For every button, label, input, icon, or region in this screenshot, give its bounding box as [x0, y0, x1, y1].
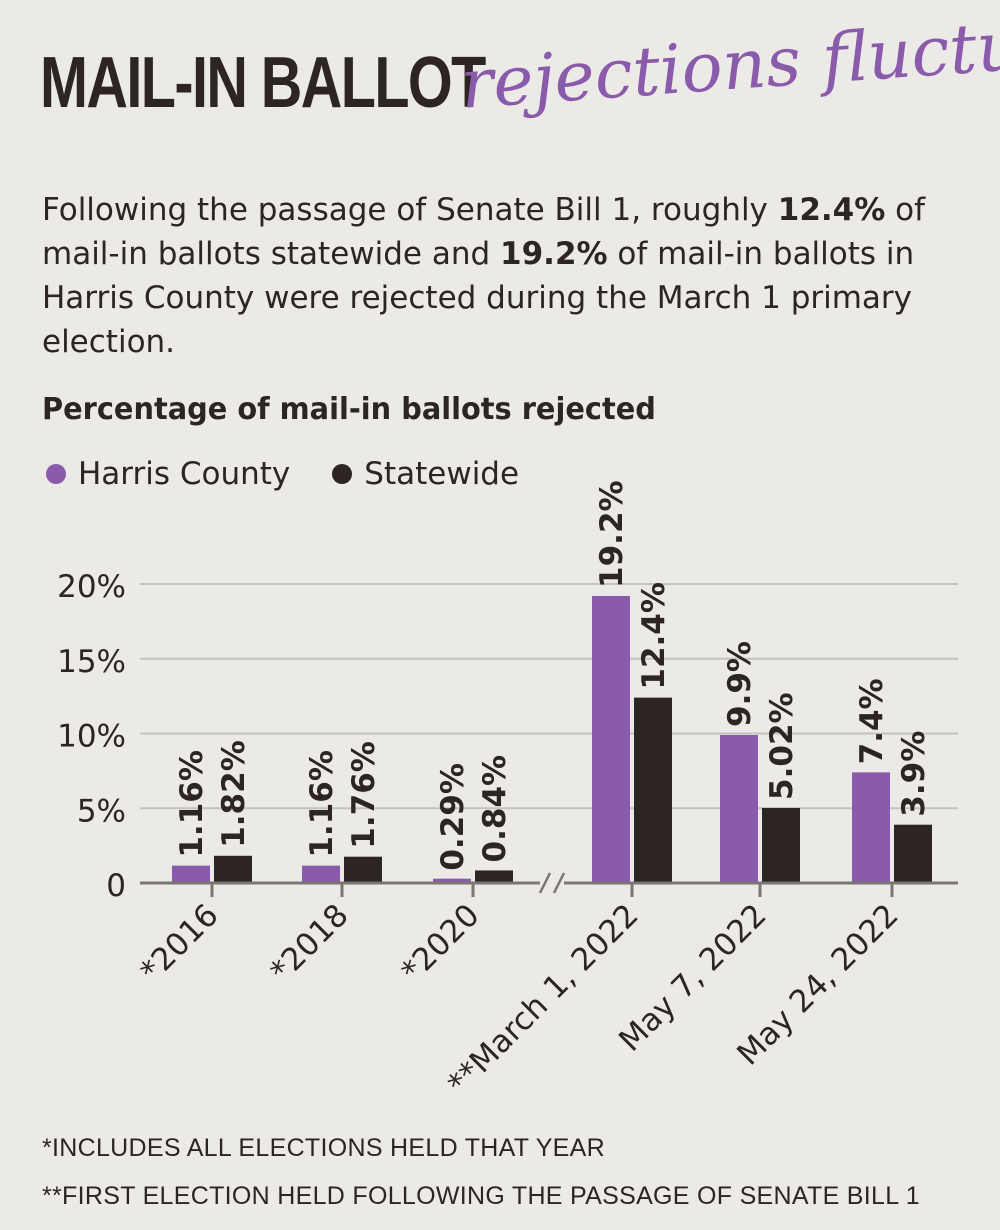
legend-item-statewide: Statewide — [328, 456, 519, 492]
bar-value-label: 3.9% — [896, 731, 932, 817]
legend-dot-harris-icon — [46, 464, 66, 484]
bar-value-label: 1.16% — [304, 750, 340, 858]
legend-dot-statewide-icon — [332, 464, 353, 484]
bar — [433, 878, 471, 883]
legend-label-statewide: Statewide — [364, 456, 520, 492]
bar-value-label: 1.82% — [216, 740, 252, 848]
intro-text-2: of mail-in ballots statewide and — [42, 192, 926, 272]
bar — [344, 856, 382, 883]
headline: MAIL-IN BALLOT rejections fluctuate — [40, 0, 1000, 178]
x-category-label: *2020 — [394, 897, 486, 989]
bar — [720, 734, 758, 883]
bar — [172, 865, 210, 883]
bar — [592, 595, 630, 883]
axis-break-mark — [538, 872, 552, 894]
y-tick-label: 5% — [77, 793, 126, 829]
footnote-2: **FIRST ELECTION HELD FOLLOWING THE PASS… — [42, 1182, 920, 1210]
bar — [214, 855, 252, 883]
footnote-1: *INCLUDES ALL ELECTIONS HELD THAT YEAR — [42, 1134, 605, 1162]
bar-value-label: 0.84% — [477, 755, 513, 863]
chart-title: Percentage of mail-in ballots rejected — [42, 392, 656, 427]
bar — [634, 697, 672, 883]
bar — [762, 807, 800, 883]
bar-value-label: 12.4% — [636, 582, 672, 690]
bar-value-label: 5.02% — [764, 692, 800, 800]
legend-item-harris: Harris County — [42, 456, 290, 492]
bar-value-label: 7.4% — [854, 678, 890, 764]
legend: Harris County Statewide — [42, 452, 557, 496]
headline-main: MAIL-IN BALLOT — [40, 43, 486, 123]
bar-value-label: 9.9% — [722, 641, 758, 727]
x-category-label: *2018 — [263, 897, 355, 989]
intro-bold-harris: 19.2% — [500, 236, 608, 272]
headline-script: rejections fluctuate — [458, 0, 1000, 125]
bar-value-label: 19.2% — [594, 480, 630, 588]
y-tick-label: 15% — [57, 644, 126, 680]
axis-break-gap — [540, 875, 564, 891]
x-category-label: *2016 — [133, 897, 225, 989]
legend-label-harris: Harris County — [78, 456, 291, 492]
intro-paragraph: Following the passage of Senate Bill 1, … — [42, 188, 942, 364]
bar — [475, 870, 513, 883]
intro-bold-statewide: 12.4% — [777, 192, 886, 228]
intro-text-3: of mail-in ballots in Harris County were… — [42, 236, 915, 360]
y-tick-label: 20% — [57, 569, 126, 605]
bar-value-label: 0.29% — [435, 763, 471, 871]
bar-value-label: 1.76% — [346, 741, 382, 849]
axis-break-mark — [552, 872, 566, 894]
bar — [302, 865, 340, 883]
intro-text-1: Following the passage of Senate Bill 1, … — [42, 192, 778, 228]
y-tick-label: 0 — [106, 868, 126, 904]
bar-value-label: 1.16% — [174, 750, 210, 858]
bar — [894, 824, 932, 883]
y-tick-label: 10% — [57, 719, 126, 755]
bar — [852, 772, 890, 883]
bar-chart: 05%10%15%20%1.16% 1.82% 1.16% 1.76% 0.29% 0.8… — [57, 480, 958, 1102]
